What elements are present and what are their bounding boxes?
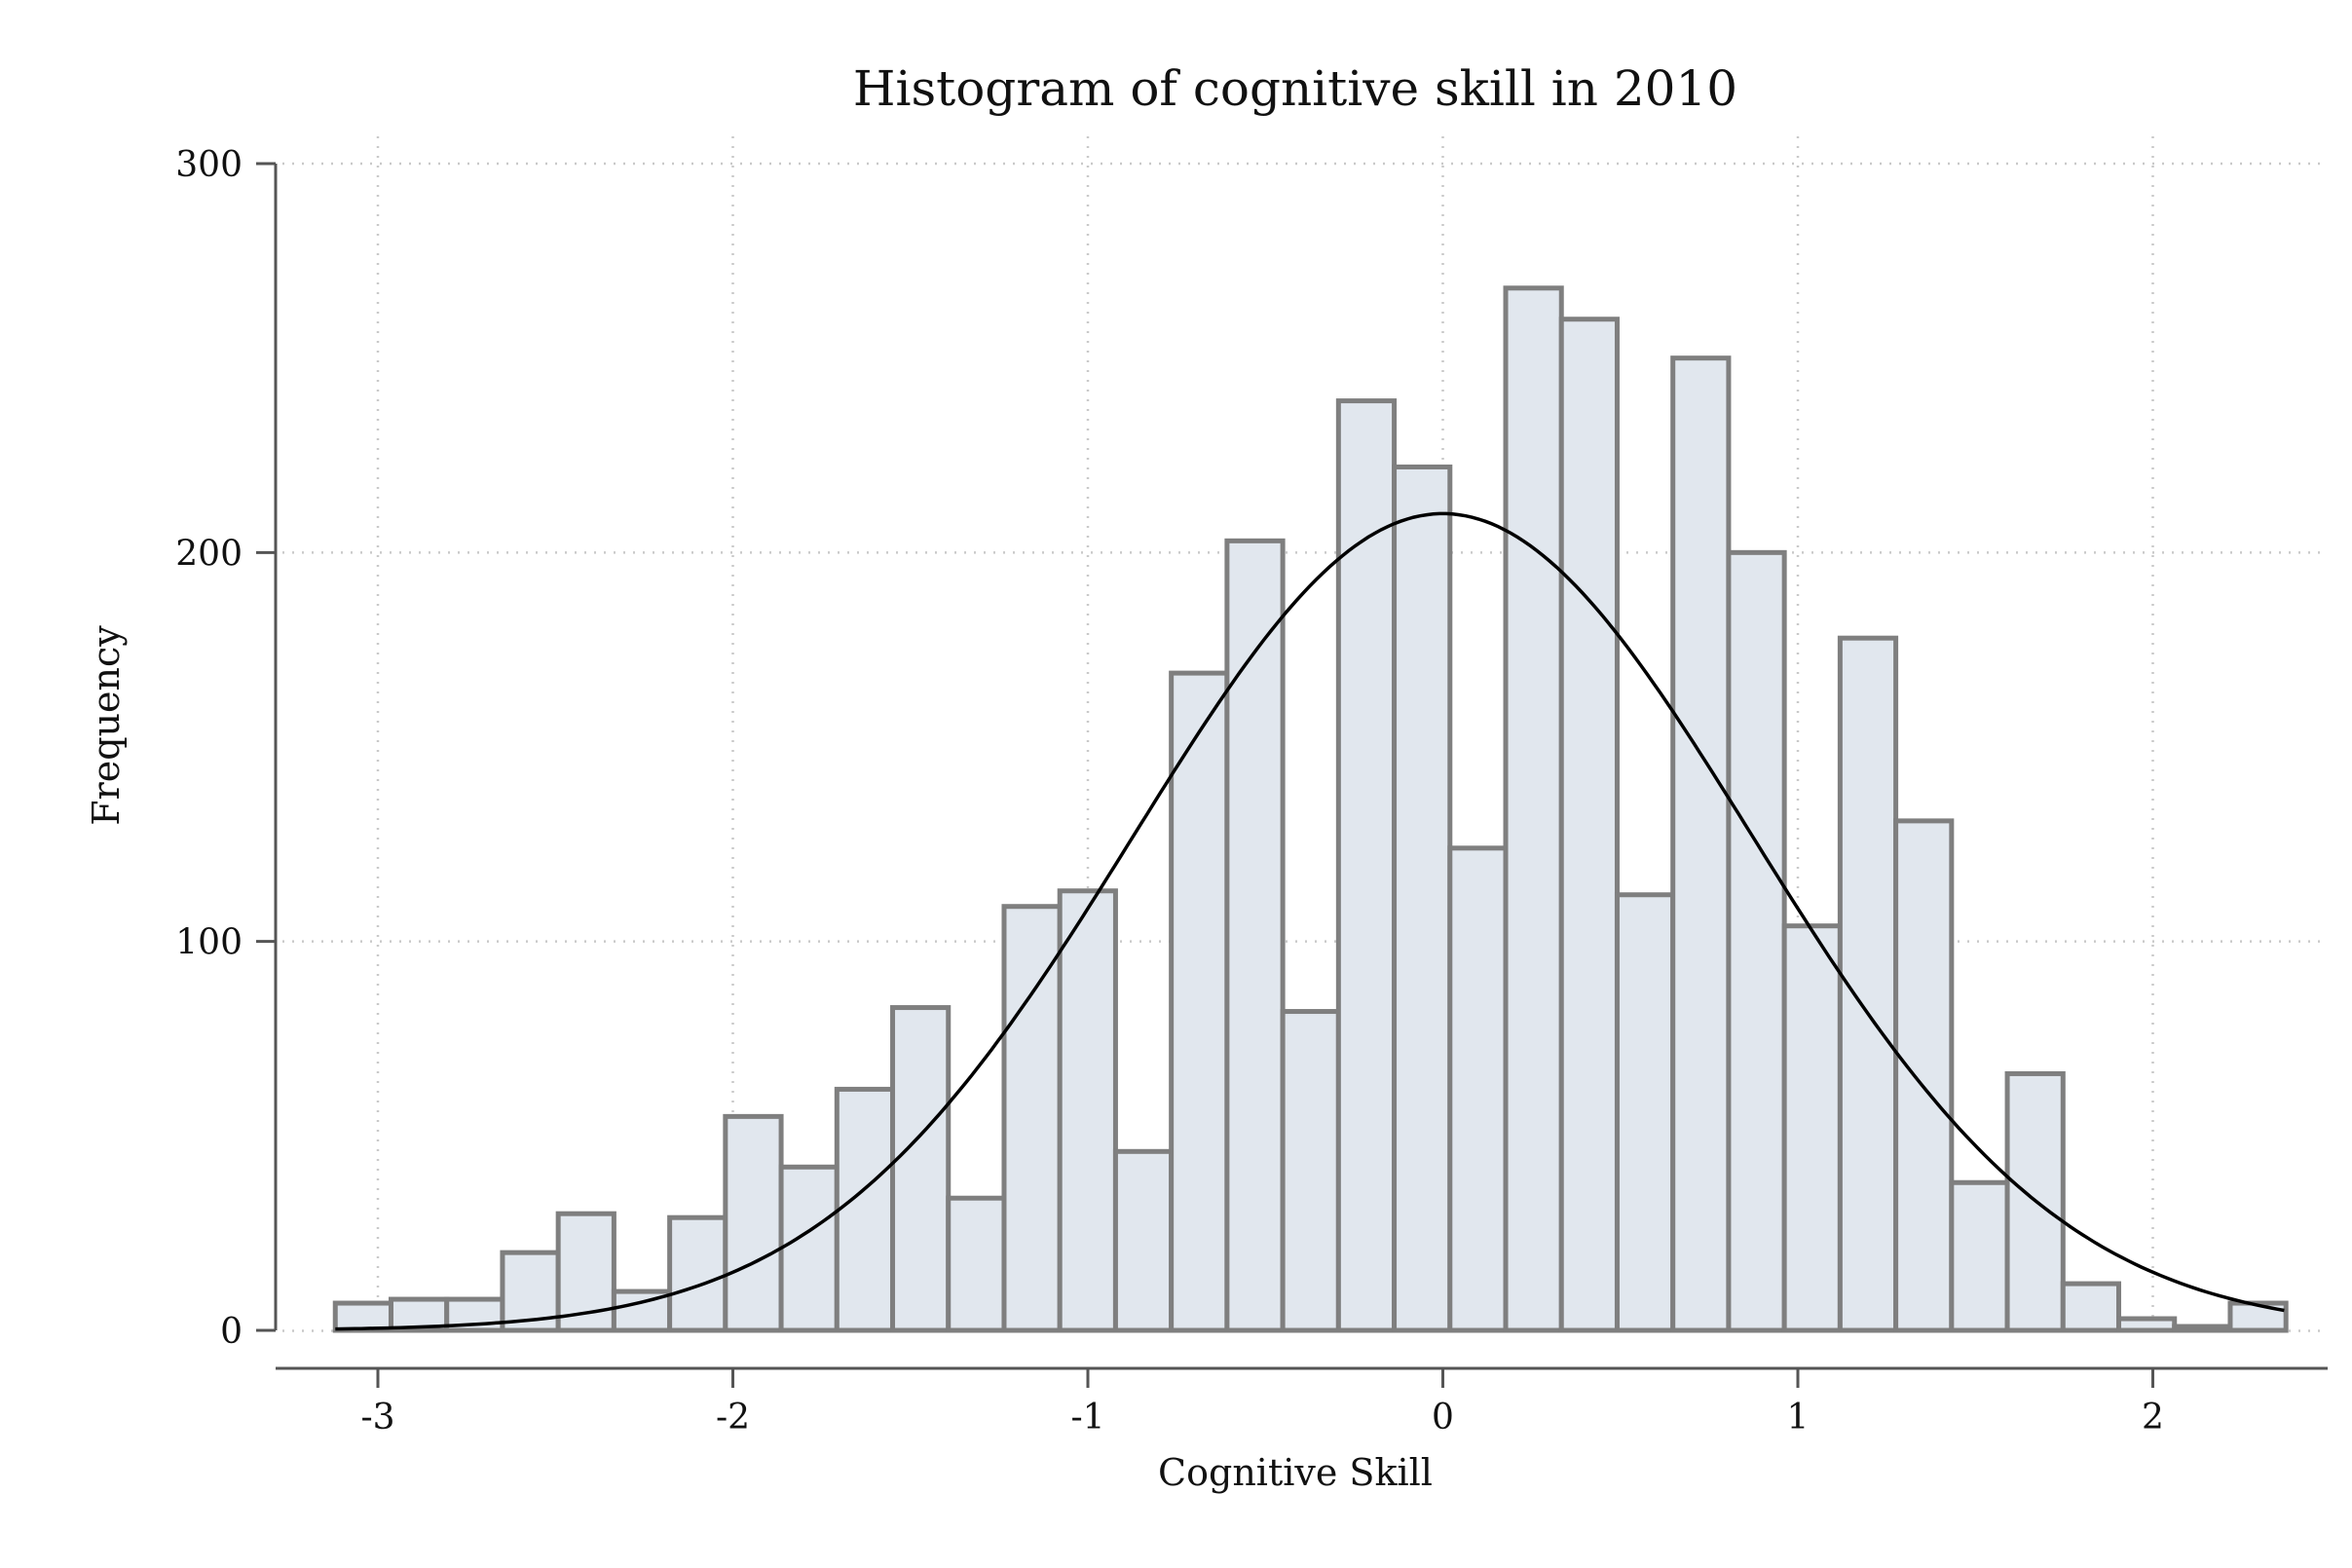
histogram-bar (2116, 1316, 2178, 1333)
histogram-bar (1169, 670, 1230, 1333)
histogram-bar (1001, 904, 1063, 1333)
x-tick-label: -1 (1070, 1398, 1104, 1437)
histogram-bar (2172, 1324, 2233, 1333)
y-tick-label: 200 (175, 534, 243, 574)
histogram-bar (1335, 398, 1398, 1333)
histogram-bar (1057, 888, 1118, 1333)
histogram-bar (1670, 355, 1732, 1333)
histogram-bar (1949, 1179, 2010, 1333)
chart-title: Histogram of cognitive skill in 2010 (853, 60, 1737, 117)
histogram-bar (1447, 845, 1509, 1333)
histogram-bar (1893, 818, 1955, 1333)
histogram-bars (332, 285, 2289, 1333)
histogram-bar (1280, 1009, 1341, 1333)
histogram-bar (1224, 538, 1286, 1333)
histogram-bar (834, 1086, 896, 1333)
histogram-bar (1614, 892, 1676, 1333)
x-axis-label: Cognitive Skill (1158, 1451, 1433, 1494)
y-axis-label: Frequency (85, 625, 128, 826)
tick-labels: 0 100 200 300 -3 -2 -1 0 1 2 (175, 145, 2164, 1437)
histogram-bar (332, 1300, 393, 1333)
y-tick-label: 0 (220, 1312, 243, 1352)
x-tick-label: -2 (716, 1398, 750, 1437)
x-tick-label: 0 (1432, 1398, 1454, 1437)
histogram-bar (946, 1195, 1007, 1333)
histogram-bar (1781, 923, 1843, 1333)
x-tick-label: 2 (2142, 1398, 2164, 1437)
y-tick-label: 100 (175, 923, 243, 963)
histogram-bar (1112, 1148, 1175, 1333)
x-tick-label: -3 (360, 1398, 394, 1437)
y-tick-label: 300 (175, 145, 243, 185)
histogram-bar (667, 1214, 728, 1333)
histogram-bar (2227, 1300, 2289, 1333)
histogram-bar (890, 1005, 952, 1333)
histogram-bar (1503, 285, 1564, 1333)
histogram-bar (1726, 549, 1787, 1333)
x-tick-label: 1 (1787, 1398, 1810, 1437)
histogram-bar (778, 1164, 840, 1333)
histogram-bar (723, 1113, 784, 1333)
histogram-bar (2060, 1281, 2122, 1333)
histogram-bar (1558, 317, 1620, 1333)
axes (256, 162, 2328, 1388)
normal-density-curve (335, 511, 2285, 1331)
histogram-bar (1392, 464, 1453, 1333)
